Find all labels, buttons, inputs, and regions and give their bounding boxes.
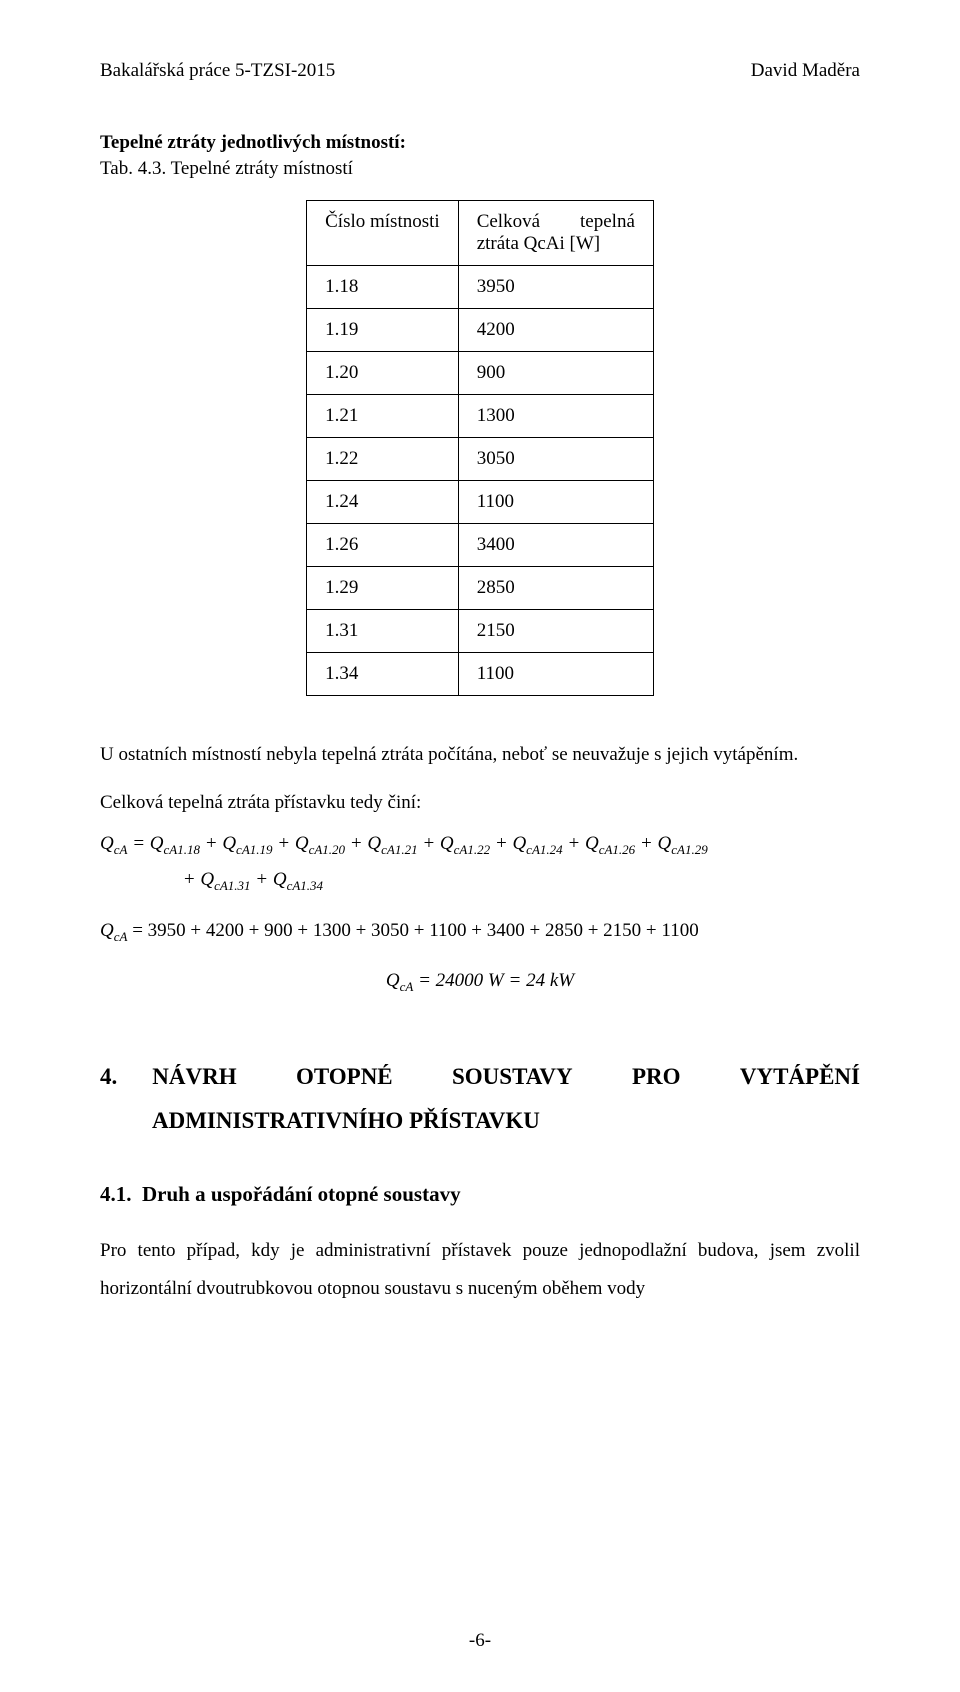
paragraph-remaining-rooms: U ostatních místností nebyla tepelná ztr…: [100, 736, 860, 774]
subsection-4-1-heading: 4.1. Druh a uspořádání otopné soustavy: [100, 1182, 860, 1207]
table-row: 1.194200: [307, 309, 654, 352]
section-title: Tepelné ztráty jednotlivých místností:: [100, 132, 860, 154]
table-row: 1.183950: [307, 266, 654, 309]
chapter-4-heading: 4.NÁVRH OTOPNÉ SOUSTAVY PRO VYTÁPĚNÍ ADM…: [100, 1055, 860, 1142]
calc-intro: Celková tepelná ztráta přístavku tedy či…: [100, 792, 860, 814]
equation-sum-numeric: QcA = 3950 + 4200 + 900 + 1300 + 3050 + …: [100, 913, 860, 949]
equation-sum-symbolic: QcA = QcA1.18 + QcA1.19 + QcA1.20 + QcA1…: [100, 826, 860, 899]
table-row: 1.20900: [307, 352, 654, 395]
table-row: 1.211300: [307, 395, 654, 438]
page-number: -6-: [469, 1630, 491, 1652]
table-row: 1.223050: [307, 438, 654, 481]
col-header-room: Číslo místnosti: [307, 201, 459, 266]
table-row: 1.312150: [307, 610, 654, 653]
table-header-row: Číslo místnosti Celková tepelná ztráta Q…: [307, 201, 654, 266]
page-header: Bakalářská práce 5-TZSI-2015 David Maděr…: [100, 60, 860, 82]
header-right: David Maděra: [751, 60, 860, 82]
paragraph-system-choice: Pro tento případ, kdy je administrativní…: [100, 1232, 860, 1308]
table-caption: Tab. 4.3. Tepelné ztráty místností: [100, 158, 860, 180]
header-left: Bakalářská práce 5-TZSI-2015: [100, 60, 335, 82]
col-header-loss: Celková tepelná ztráta QcAi [W]: [458, 201, 653, 266]
equation-result: QcA = 24000 W = 24 kW: [100, 963, 860, 999]
heat-loss-table: Číslo místnosti Celková tepelná ztráta Q…: [306, 200, 654, 696]
table-row: 1.263400: [307, 524, 654, 567]
table-row: 1.292850: [307, 567, 654, 610]
table-row: 1.341100: [307, 653, 654, 696]
table-row: 1.241100: [307, 481, 654, 524]
